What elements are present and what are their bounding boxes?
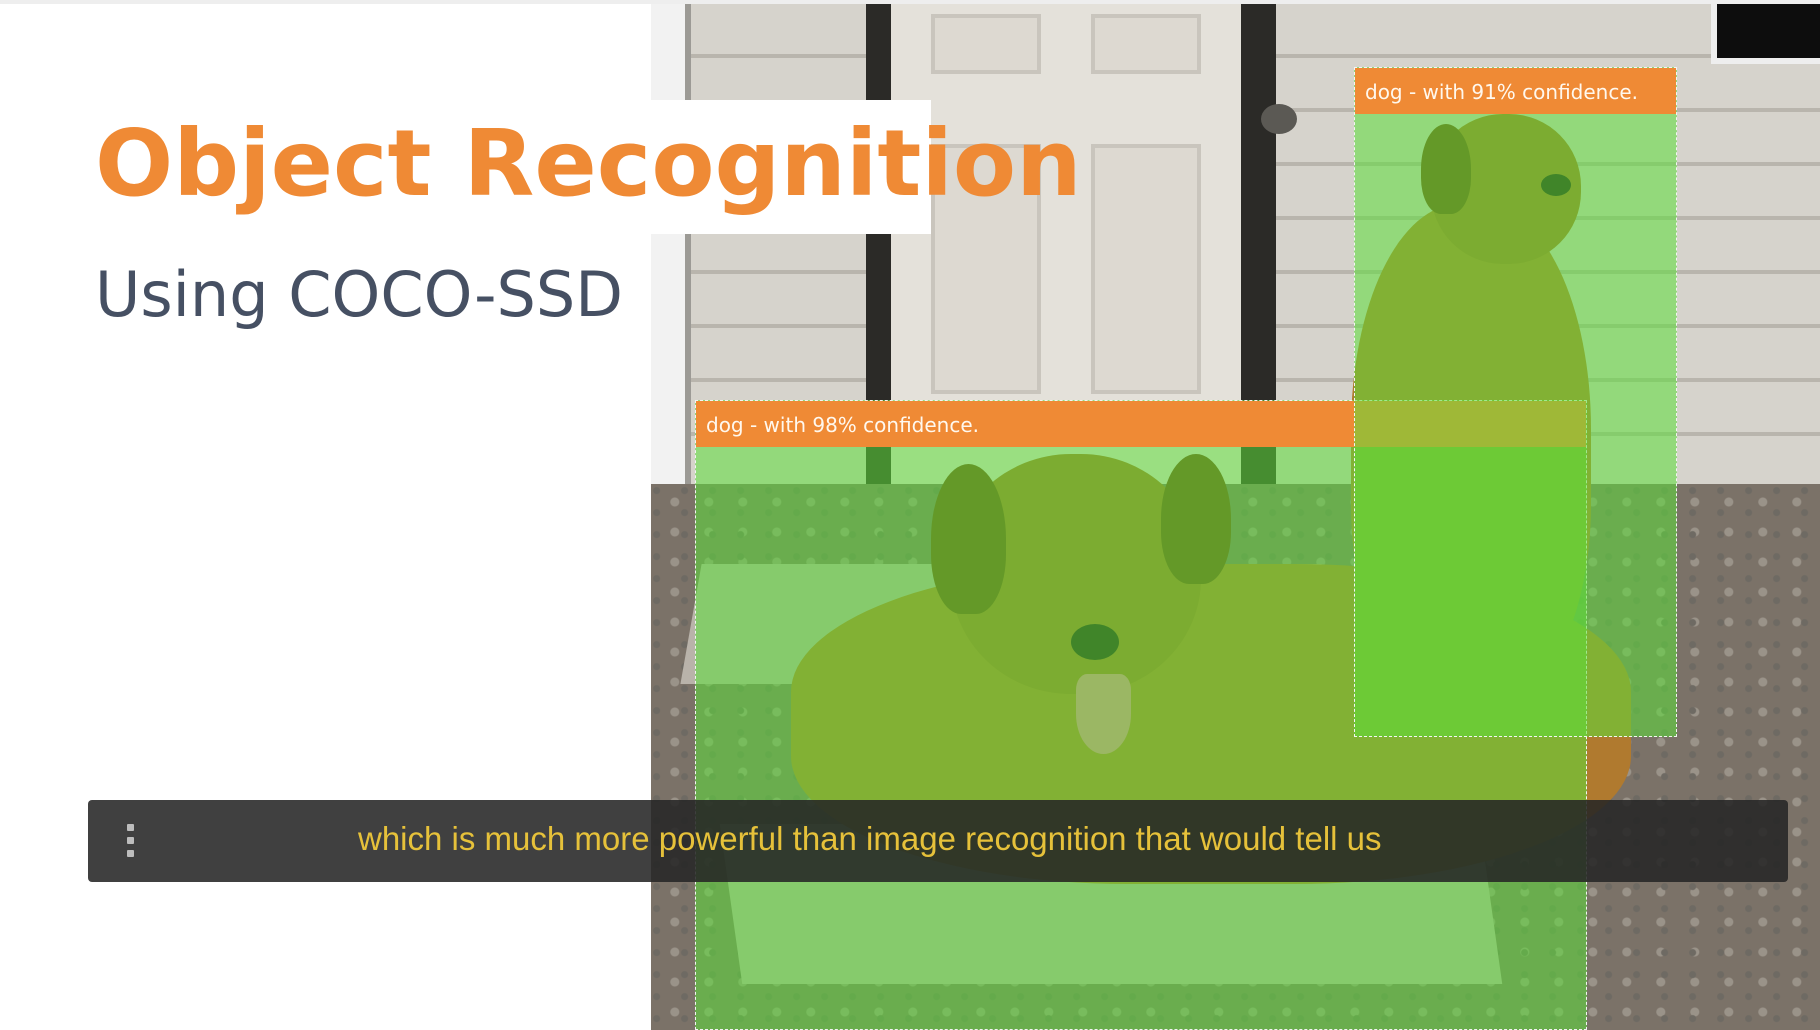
top-strip <box>0 0 1820 4</box>
slide-title: Object Recognition <box>95 110 1082 217</box>
caption-menu-icon[interactable] <box>122 824 138 858</box>
detection-label-text: dog - with 91% confidence. <box>1365 80 1638 104</box>
door-panel <box>1091 144 1201 394</box>
title-background <box>0 100 931 234</box>
caption-text: which is much more powerful than image r… <box>358 820 1382 857</box>
slide-subtitle: Using COCO-SSD <box>95 258 623 331</box>
downspout <box>651 4 691 504</box>
door-panel <box>931 144 1041 394</box>
window <box>1711 4 1820 64</box>
detection-label-text: dog - with 98% confidence. <box>706 413 979 437</box>
door-panel <box>931 14 1041 74</box>
door-knob <box>1261 104 1297 134</box>
detection-box-dog-2: dog - with 91% confidence. <box>1354 67 1677 737</box>
caption-bar[interactable]: which is much more powerful than image r… <box>88 800 1788 882</box>
door-panel <box>1091 14 1201 74</box>
detection-label-bar: dog - with 91% confidence. <box>1355 68 1676 114</box>
